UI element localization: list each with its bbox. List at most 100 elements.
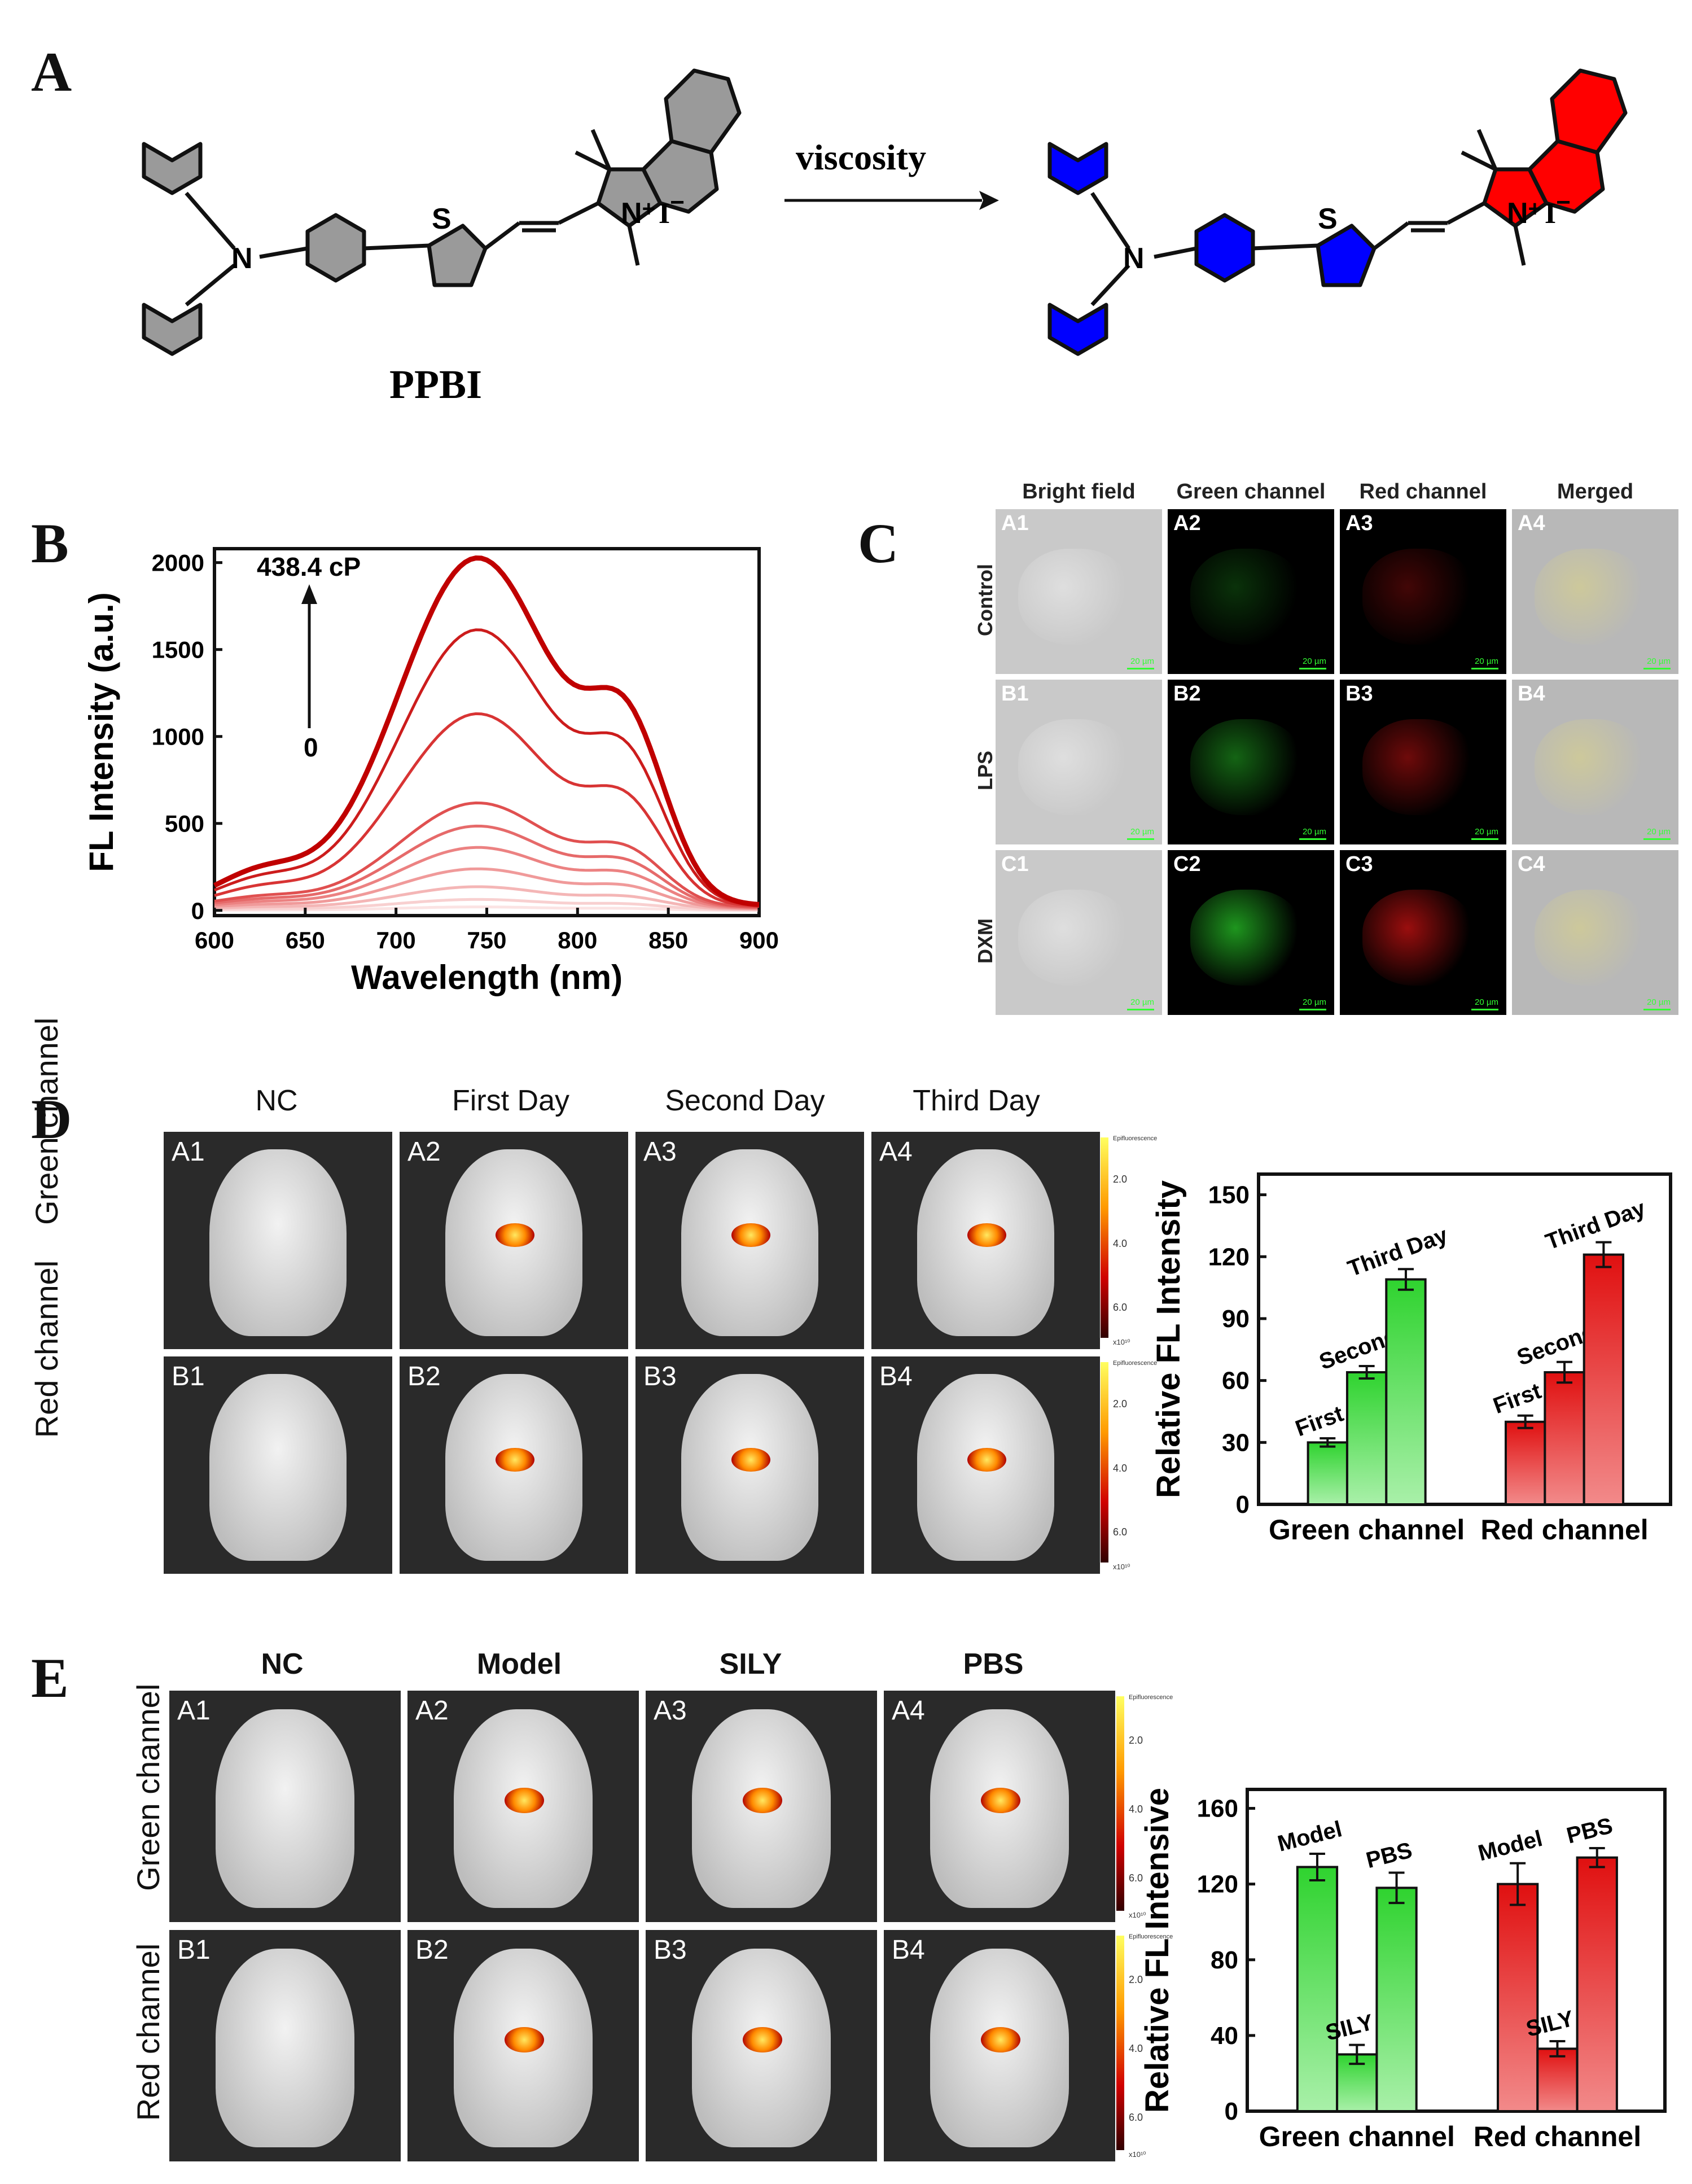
bar-label: Third Day [1344, 1222, 1451, 1281]
atom-s-left: S [432, 203, 452, 235]
spectrum-line [214, 712, 760, 908]
cell-cluster [1190, 549, 1303, 645]
row-label-red-channel: Red channel [130, 1943, 166, 2121]
atom-s-right: S [1318, 203, 1338, 235]
bar-label: First [1490, 1378, 1545, 1419]
scale-bar [1471, 668, 1498, 669]
cell-cluster [1535, 719, 1647, 815]
image-tag: B3 [643, 1362, 677, 1391]
cell-cluster [1018, 719, 1131, 815]
scale-bar [1299, 1009, 1326, 1010]
bar-label: Model [1275, 1817, 1344, 1857]
reaction-arrow-head [979, 191, 999, 210]
scale-label: 20 µm [1130, 656, 1154, 666]
scale-label: 20 µm [1130, 997, 1154, 1007]
image-tag: B1 [172, 1362, 205, 1391]
bar-label: PBS [1364, 1838, 1414, 1874]
phenylene-ring-blue [1194, 213, 1255, 283]
colorbar-tick: 6.0 [1113, 1526, 1128, 1538]
y-tick-label: 160 [1197, 1795, 1238, 1823]
image-tag: A2 [415, 1696, 449, 1726]
cell-cluster [1535, 549, 1647, 645]
scale-label: 20 µm [1647, 656, 1671, 666]
scale-label: 20 µm [1303, 997, 1326, 1007]
fluorescence-spot [743, 2027, 782, 2053]
colorbar-title: Epifluorescence [1113, 1135, 1158, 1142]
fluorescence-spot [731, 1447, 770, 1472]
image-tag: B4 [879, 1362, 913, 1391]
mouse-image: B1 [169, 1930, 401, 2161]
row-label-lps: LPS [974, 751, 997, 791]
colorbar-unit: x10¹⁰ [1113, 1338, 1130, 1346]
mouse-image: A2 [400, 1132, 628, 1349]
bar [1497, 1883, 1539, 2112]
cell-cluster [1362, 549, 1475, 645]
image-tag: A4 [892, 1696, 925, 1726]
image-tag: A3 [654, 1696, 687, 1726]
atom-n-left: N [231, 242, 253, 275]
spectrum-line [214, 846, 760, 910]
colorbar-unit: x10¹⁰ [1129, 1911, 1146, 1919]
x-tick-label: 850 [648, 927, 688, 953]
colorbar-tick: 4.0 [1113, 1462, 1128, 1474]
scale-label: 20 µm [1647, 827, 1671, 837]
annotation-top: 438.4 cP [257, 552, 361, 581]
y-tick-label: 0 [1225, 2098, 1238, 2125]
cell-cluster [1018, 890, 1131, 986]
x-tick-label: 650 [286, 927, 325, 953]
spectrum-line [214, 824, 760, 909]
x-tick-label: 700 [376, 927, 416, 953]
image-tag: A3 [1345, 511, 1373, 535]
fluorescence-spot [496, 1447, 534, 1472]
increase-arrow-head [301, 584, 317, 604]
image-tag: B2 [415, 1935, 449, 1965]
scale-bar [1471, 838, 1498, 840]
bar [1375, 1887, 1418, 2112]
confocal-image: C1 20 µm [996, 850, 1162, 1015]
panel-label-e: E [31, 1647, 69, 1709]
scale-label: 20 µm [1130, 827, 1154, 837]
y-tick-label: 90 [1222, 1305, 1250, 1333]
cell-cluster [1362, 890, 1475, 986]
colorbar-tick: 6.0 [1113, 1302, 1128, 1314]
image-tag: A1 [1001, 511, 1029, 535]
colorbar-unit: x10¹⁰ [1129, 2150, 1146, 2159]
mouse-image: B1 [164, 1356, 392, 1574]
confocal-image: B3 20 µm [1340, 680, 1506, 844]
scale-bar [1127, 1009, 1154, 1010]
row-label-green-channel: Green channel [130, 1683, 166, 1891]
cell-cluster [1535, 890, 1647, 986]
y-tick-label: 120 [1208, 1243, 1250, 1271]
y-tick-label: 1000 [152, 724, 204, 750]
benzo-ring-2-red [1550, 68, 1628, 155]
panel-label-d: D [31, 1088, 72, 1150]
y-tick-label: 80 [1211, 1946, 1238, 1974]
phenyl-ring-top [142, 142, 203, 195]
thiophene-ring [427, 224, 488, 287]
spectrum-line [214, 801, 760, 909]
mouse-image: A4 [884, 1691, 1115, 1922]
fluorescence-spot [505, 1788, 544, 1814]
row-label-green-channel: Green channel [29, 1017, 64, 1225]
col-header-bright-field: Bright field [1022, 480, 1136, 504]
x-tick-label: 600 [195, 927, 234, 953]
bar [1296, 1866, 1339, 2112]
colorbar-unit: x10¹⁰ [1113, 1562, 1130, 1571]
fluorescence-spot [505, 2027, 544, 2053]
phenyl-ring-top-blue [1047, 142, 1108, 195]
cation-left: N+ I− [621, 189, 685, 230]
y-axis-label: Relative FL Intensity [1150, 1180, 1187, 1498]
image-tag: C2 [1173, 852, 1201, 876]
header-nc: NC [255, 1084, 298, 1117]
plot-area: 600 650 700 750 800 850 900 0 500 1000 1500 2000 Wav… [82, 547, 779, 996]
bar-label: First [1292, 1401, 1347, 1441]
panel-b-spectra-chart: 600 650 700 750 800 850 900 0 500 1000 1500 2000 Wav… [82, 547, 779, 996]
image-tag: A4 [879, 1137, 913, 1167]
header-first-day: First Day [452, 1084, 569, 1117]
x-tick-label: 750 [467, 927, 506, 953]
group-label: Green channel [1269, 1514, 1465, 1546]
panel-label-a: A [31, 41, 72, 103]
colorbar-tick: 2.0 [1129, 1735, 1143, 1747]
